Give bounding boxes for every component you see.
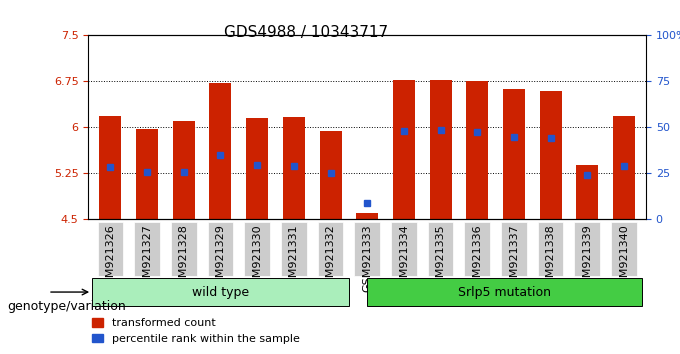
- FancyBboxPatch shape: [501, 222, 527, 276]
- Text: GSM921339: GSM921339: [582, 224, 592, 292]
- Text: GDS4988 / 10343717: GDS4988 / 10343717: [224, 25, 388, 40]
- FancyBboxPatch shape: [134, 222, 160, 276]
- Bar: [576, 165, 598, 219]
- Bar: [320, 131, 341, 219]
- Text: GSM921340: GSM921340: [619, 224, 629, 292]
- Bar: [356, 213, 378, 219]
- FancyBboxPatch shape: [428, 222, 454, 276]
- FancyBboxPatch shape: [367, 278, 643, 306]
- Legend: transformed count, percentile rank within the sample: transformed count, percentile rank withi…: [87, 314, 304, 348]
- Text: GSM921334: GSM921334: [399, 224, 409, 292]
- Bar: [173, 121, 194, 219]
- Text: GSM921336: GSM921336: [472, 224, 482, 292]
- FancyBboxPatch shape: [244, 222, 270, 276]
- Text: Srlp5 mutation: Srlp5 mutation: [458, 286, 551, 298]
- Text: GSM921330: GSM921330: [252, 224, 262, 292]
- Bar: [503, 90, 525, 219]
- FancyBboxPatch shape: [171, 222, 197, 276]
- FancyBboxPatch shape: [97, 222, 123, 276]
- Bar: [466, 81, 488, 219]
- FancyBboxPatch shape: [92, 278, 349, 306]
- Text: GSM921335: GSM921335: [436, 224, 445, 292]
- Bar: [209, 83, 231, 219]
- Bar: [136, 129, 158, 219]
- Text: GSM921332: GSM921332: [326, 224, 335, 292]
- FancyBboxPatch shape: [575, 222, 600, 276]
- Text: GSM921333: GSM921333: [362, 224, 372, 292]
- Text: GSM921328: GSM921328: [179, 224, 189, 292]
- Bar: [540, 91, 562, 219]
- Bar: [246, 118, 268, 219]
- Text: GSM921338: GSM921338: [545, 224, 556, 292]
- FancyBboxPatch shape: [538, 222, 564, 276]
- Bar: [283, 117, 305, 219]
- FancyBboxPatch shape: [611, 222, 637, 276]
- Text: GSM921326: GSM921326: [105, 224, 116, 292]
- Text: wild type: wild type: [192, 286, 249, 298]
- Text: GSM921331: GSM921331: [289, 224, 299, 292]
- FancyBboxPatch shape: [318, 222, 343, 276]
- FancyBboxPatch shape: [464, 222, 490, 276]
- FancyBboxPatch shape: [207, 222, 233, 276]
- Bar: [393, 80, 415, 219]
- Text: GSM921329: GSM921329: [216, 224, 226, 292]
- Text: GSM921327: GSM921327: [142, 224, 152, 292]
- FancyBboxPatch shape: [354, 222, 380, 276]
- Bar: [430, 80, 452, 219]
- FancyBboxPatch shape: [281, 222, 307, 276]
- FancyBboxPatch shape: [391, 222, 417, 276]
- Text: genotype/variation: genotype/variation: [7, 300, 126, 313]
- Bar: [99, 116, 122, 219]
- Bar: [613, 116, 635, 219]
- Text: GSM921337: GSM921337: [509, 224, 519, 292]
